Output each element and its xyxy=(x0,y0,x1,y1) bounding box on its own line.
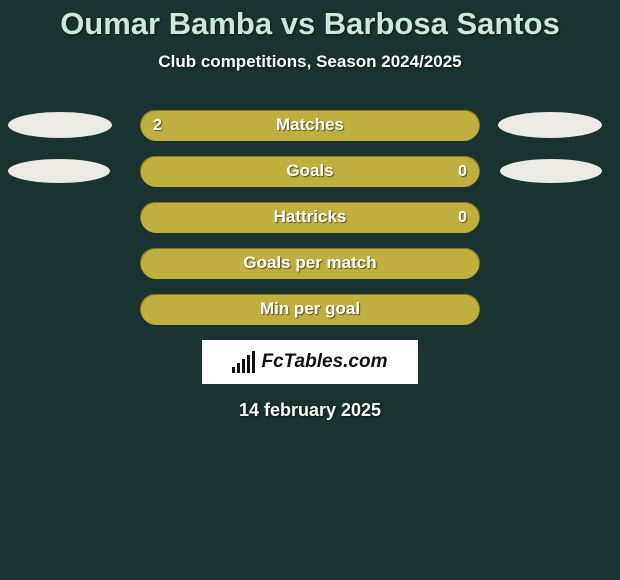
page-title: Oumar Bamba vs Barbosa Santos xyxy=(0,6,620,42)
stat-row: Matches 2 xyxy=(0,110,620,140)
player-right-badge xyxy=(498,112,602,138)
fctables-logo: FcTables.com xyxy=(202,340,418,384)
stat-bar-track: Hattricks 0 xyxy=(140,202,480,232)
player-left-badge xyxy=(8,159,110,183)
subtitle: Club competitions, Season 2024/2025 xyxy=(0,52,620,72)
stat-row: Min per goal xyxy=(0,294,620,324)
logo-text: FcTables.com xyxy=(261,351,387,373)
player-right-badge xyxy=(500,159,602,183)
stat-label: Goals xyxy=(286,161,333,181)
generated-date: 14 february 2025 xyxy=(0,400,620,421)
stat-bar-track: Matches 2 xyxy=(140,110,480,140)
stat-label: Min per goal xyxy=(260,299,360,319)
stat-label: Goals per match xyxy=(243,253,376,273)
player-left-badge xyxy=(8,112,112,138)
stat-row: Hattricks 0 xyxy=(0,202,620,232)
stat-bar-track: Goals 0 xyxy=(140,156,480,186)
stat-row: Goals 0 xyxy=(0,156,620,186)
stat-value-left: 2 xyxy=(153,111,162,141)
stat-bar-track: Min per goal xyxy=(140,294,480,324)
stat-row: Goals per match xyxy=(0,248,620,278)
stat-label: Hattricks xyxy=(274,207,347,227)
stat-bar-track: Goals per match xyxy=(140,248,480,278)
bar-chart-icon xyxy=(232,351,255,373)
stat-rows: Matches 2 Goals 0 Hattricks 0 Goals per match M… xyxy=(0,110,620,324)
comparison-infographic: Oumar Bamba vs Barbosa Santos Club compe… xyxy=(0,0,620,580)
stat-value-right: 0 xyxy=(458,203,467,233)
stat-value-right: 0 xyxy=(458,157,467,187)
stat-label: Matches xyxy=(276,115,344,135)
